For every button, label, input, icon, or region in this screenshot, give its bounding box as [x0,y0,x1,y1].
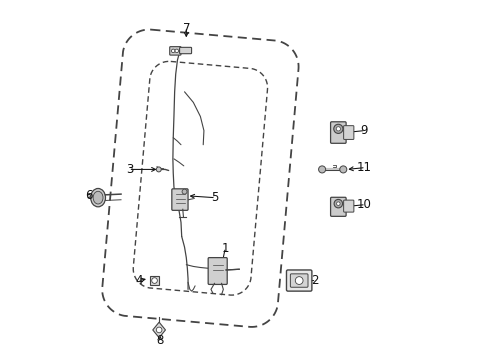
Circle shape [182,189,186,194]
Circle shape [156,167,161,172]
Circle shape [175,49,178,53]
FancyBboxPatch shape [330,197,346,216]
Text: 4: 4 [135,274,142,287]
Text: 3: 3 [126,163,133,176]
Circle shape [336,127,340,131]
Text: 6: 6 [85,189,93,202]
Text: 5: 5 [210,191,218,204]
Text: 10: 10 [356,198,371,211]
Text: 9: 9 [360,124,367,137]
Circle shape [156,327,162,333]
Text: 11: 11 [356,161,371,174]
Circle shape [151,278,157,283]
Ellipse shape [93,191,103,204]
FancyBboxPatch shape [290,274,307,287]
FancyBboxPatch shape [208,258,227,284]
Circle shape [339,166,346,173]
FancyBboxPatch shape [343,200,353,212]
Circle shape [171,49,175,53]
FancyBboxPatch shape [179,48,191,54]
FancyBboxPatch shape [343,126,353,139]
Circle shape [333,124,342,134]
Circle shape [333,199,342,208]
FancyBboxPatch shape [171,189,188,210]
FancyBboxPatch shape [286,270,311,291]
Circle shape [295,277,303,284]
Polygon shape [152,322,165,338]
FancyBboxPatch shape [330,122,346,143]
Text: 2: 2 [311,274,318,287]
Text: 1: 1 [221,242,228,255]
Ellipse shape [90,189,105,207]
Text: 7: 7 [182,22,190,35]
Bar [149,276,159,285]
Circle shape [318,166,325,173]
Text: 8: 8 [156,334,163,347]
Circle shape [336,202,340,206]
FancyBboxPatch shape [169,47,181,55]
